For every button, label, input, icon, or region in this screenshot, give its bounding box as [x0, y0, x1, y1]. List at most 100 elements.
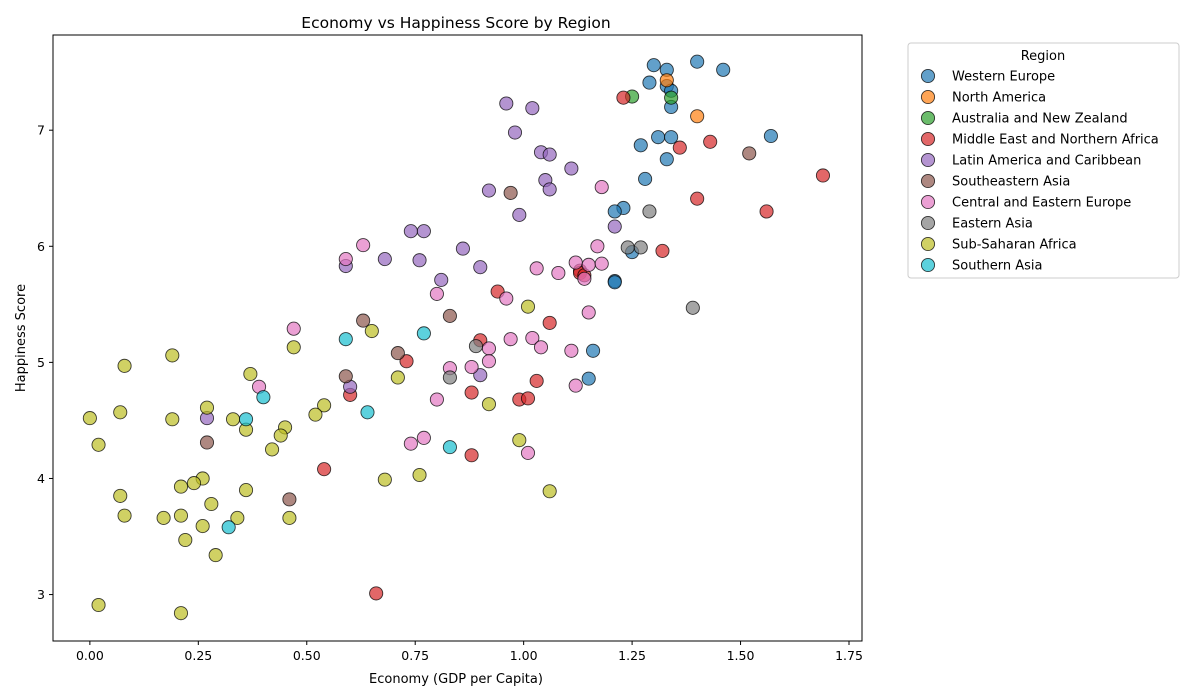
data-point [633, 240, 648, 255]
series-7 [442, 204, 700, 385]
data-point [638, 171, 653, 186]
data-point [178, 532, 193, 548]
data-point [173, 508, 189, 523]
legend-marker [920, 173, 936, 189]
data-point [607, 275, 622, 290]
data-point [586, 343, 601, 358]
legend-label: Australia and New Zealand [952, 112, 1128, 127]
data-point [265, 442, 280, 457]
data-point [551, 265, 566, 281]
data-point [542, 484, 557, 499]
legend-marker [920, 152, 936, 168]
data-point [564, 343, 579, 358]
data-point [716, 62, 731, 77]
legend-label: Southern Asia [952, 259, 1043, 274]
data-point [468, 339, 483, 354]
data-point [173, 479, 189, 494]
legend-marker [920, 194, 936, 210]
data-point [564, 161, 579, 176]
legend-item: Sub-Saharan Africa [920, 236, 1077, 253]
data-point [464, 385, 479, 400]
data-point [317, 462, 332, 477]
axes-frame [52, 34, 863, 642]
legend-item: Latin America and Caribbean [920, 152, 1141, 169]
points-layer [82, 54, 831, 621]
x-tick-label: 1.00 [510, 648, 538, 663]
data-point [256, 390, 271, 405]
data-point [442, 308, 457, 323]
data-point [512, 207, 527, 222]
data-point [481, 397, 497, 412]
series-9 [221, 326, 457, 535]
data-point [568, 378, 583, 393]
legend-item: Middle East and Northern Africa [920, 131, 1159, 148]
y-tick-label: 3 [37, 587, 45, 602]
data-point [568, 255, 583, 270]
data-point [230, 510, 245, 525]
data-point [672, 140, 687, 155]
x-axis-label: Economy (GDP per Capita) [369, 672, 543, 687]
data-point [429, 286, 444, 301]
data-point [499, 96, 514, 111]
data-point [208, 548, 223, 563]
x-tick-label: 0.25 [184, 648, 212, 663]
data-point [481, 354, 497, 369]
legend-label: Middle East and Northern Africa [952, 133, 1159, 148]
data-point [690, 54, 705, 69]
data-point [243, 366, 258, 382]
data-point [82, 411, 97, 426]
data-point [221, 520, 236, 535]
data-point [416, 326, 431, 341]
data-point [685, 300, 700, 315]
data-point [642, 204, 657, 219]
legend-item: Southern Asia [920, 257, 1043, 274]
legend-marker [920, 68, 936, 84]
data-point [542, 315, 557, 330]
data-point [664, 90, 679, 105]
data-point [416, 430, 431, 445]
data-point [282, 510, 297, 525]
data-point [338, 369, 353, 384]
data-point [481, 341, 497, 356]
legend-label: Eastern Asia [952, 217, 1033, 232]
data-point [525, 101, 540, 116]
legend-item: Australia and New Zealand [920, 110, 1128, 127]
data-point [199, 435, 215, 450]
data-point [165, 412, 180, 427]
data-point [512, 433, 527, 448]
data-point [581, 257, 596, 272]
data-point [664, 130, 679, 145]
data-point [282, 492, 297, 507]
legend-marker [920, 110, 936, 126]
data-point [412, 467, 427, 483]
series-8 [82, 299, 557, 621]
x-tick-label: 1.50 [727, 648, 755, 663]
data-point [655, 243, 670, 258]
plot-area [53, 35, 862, 641]
data-point [520, 391, 536, 406]
data-point [356, 238, 371, 253]
series-6 [251, 180, 609, 460]
data-point [533, 340, 549, 355]
data-point [91, 597, 106, 613]
legend-marker [920, 236, 936, 252]
data-point [455, 241, 470, 256]
data-point [356, 313, 371, 328]
data-point [642, 75, 657, 90]
legend-label: Western Europe [952, 70, 1055, 85]
data-point [377, 252, 392, 267]
legend-marker [920, 215, 936, 231]
data-point [429, 392, 444, 407]
legend: Region Western Europe North America Austra… [907, 42, 1180, 279]
data-point [360, 405, 375, 420]
data-point [616, 90, 631, 105]
data-point [204, 496, 219, 512]
data-point [186, 476, 202, 491]
data-point [364, 323, 379, 339]
data-point [403, 224, 418, 239]
data-point [117, 508, 132, 523]
data-point [117, 358, 132, 373]
y-tick-label: 5 [37, 355, 45, 370]
data-point [377, 472, 392, 487]
data-point [199, 400, 215, 415]
